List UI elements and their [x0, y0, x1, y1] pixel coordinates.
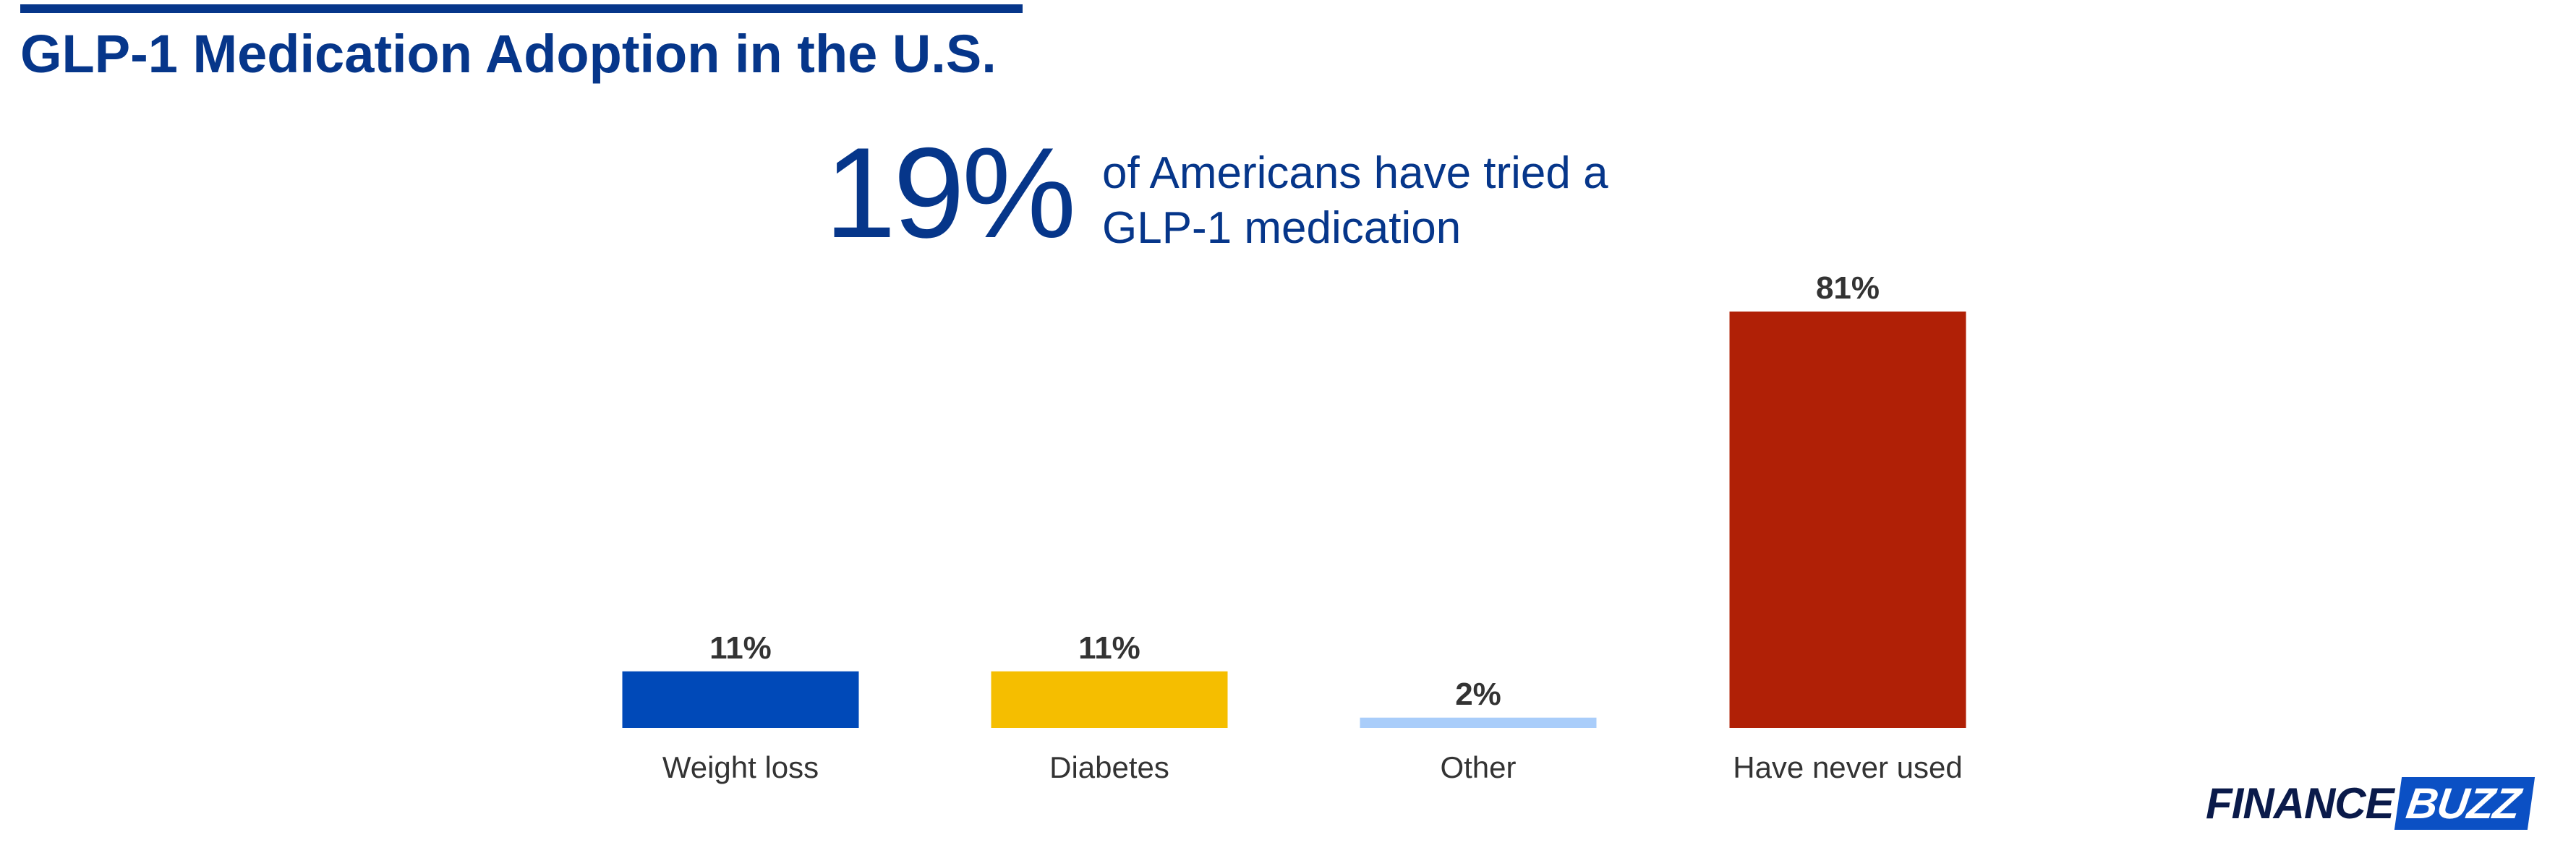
- bar-value-label: 81%: [1816, 270, 1880, 306]
- bar-value-label: 11%: [709, 630, 772, 666]
- logo-text-buzz: BUZZ: [2394, 776, 2535, 830]
- x-tick-label: Other: [1440, 750, 1516, 784]
- page-title: GLP-1 Medication Adoption in the U.S.: [20, 24, 997, 84]
- bar-weight-loss: [622, 671, 859, 728]
- bar-value-label: 2%: [1455, 677, 1501, 712]
- bar-diabetes: [991, 671, 1228, 728]
- bar-value-label: 11%: [1078, 630, 1140, 666]
- bar-other: [1360, 717, 1597, 728]
- headline-text: of Americans have tried a GLP-1 medicati…: [1102, 146, 1608, 256]
- bar-have-never-used: [1729, 312, 1966, 728]
- headline-text-line2: GLP-1 medication: [1102, 203, 1462, 253]
- x-tick-label: Have never used: [1733, 750, 1963, 784]
- headline-text-line1: of Americans have tried a: [1102, 148, 1608, 198]
- title-accent-rule: [20, 4, 1023, 13]
- headline-stat: 19%: [824, 121, 1076, 265]
- financebuzz-logo: FINANCE BUZZ: [2206, 775, 2535, 831]
- x-tick-label: Weight loss: [662, 750, 819, 784]
- x-tick-label: Diabetes: [1049, 750, 1169, 784]
- logo-text-finance: FINANCE: [2206, 778, 2394, 828]
